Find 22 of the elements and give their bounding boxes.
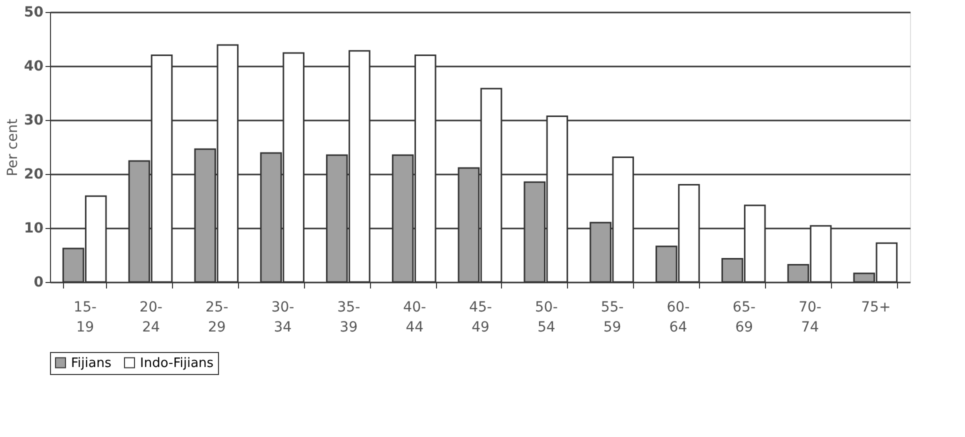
x-tick-label: 30-34 [271,300,294,336]
y-tick-label: 20 [24,166,44,182]
y-tick-label: 0 [34,274,44,290]
y-tick-label: 10 [24,220,44,236]
x-tick-label: 35-39 [337,300,360,336]
x-tick-label: 45-49 [469,300,492,336]
x-tick-label: 60-64 [666,300,690,336]
y-tick-label: 50 [24,4,44,20]
x-tick-label: 75+ [861,300,891,316]
x-tick-label: 20-24 [140,300,162,336]
x-tick-label: 15-19 [74,300,97,336]
y-tick-label: 40 [24,58,44,74]
x-tick-label: 65-69 [732,300,756,336]
y-axis-title: Per cent [5,118,22,176]
x-tick-label: 55-59 [600,300,624,336]
x-tick-label: 70-74 [798,300,822,336]
x-tick-label: 50-54 [534,300,558,336]
y-tick-label: 30 [24,112,44,128]
legend-label: Fijians [71,356,112,371]
legend-label: Indo-Fijians [140,356,214,371]
x-tick-label: 25-29 [205,300,228,336]
x-tick-label: 40-44 [403,300,426,336]
